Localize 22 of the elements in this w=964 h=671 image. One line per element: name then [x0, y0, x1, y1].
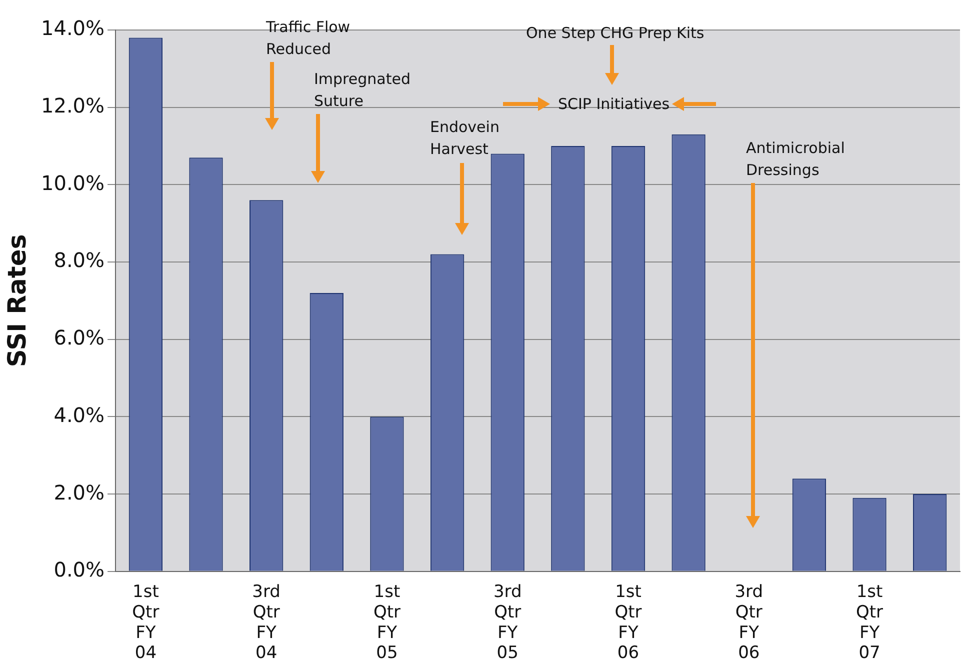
annotation: Traffic Flow Reduced: [266, 17, 352, 60]
y-tick-label: 10.0%: [40, 170, 105, 195]
y-axis-title: SSI Rates: [2, 234, 32, 368]
x-tick-label: 3rd Qtr FY 06: [734, 582, 764, 664]
x-tick-label: 3rd Qtr FY 05: [493, 582, 522, 664]
annotation: One Step CHG Prep Kits: [526, 23, 706, 44]
x-tick-label: 3rd Qtr FY 04: [252, 582, 280, 664]
annotation: Antimicrobial Dressings: [746, 138, 846, 181]
y-tick-label: 0.0%: [54, 558, 105, 582]
annotation: Impregnated Suture: [314, 69, 412, 112]
x-tick-label: 1st Qtr FY 05: [373, 582, 400, 664]
x-tick-label: 1st Qtr FY 04: [132, 582, 160, 664]
y-tick-label: 2.0%: [54, 480, 105, 504]
y-tick-label: 4.0%: [54, 402, 105, 427]
y-tick-label: 8.0%: [54, 248, 105, 272]
x-tick-label: 1st Qtr FY 06: [614, 582, 642, 664]
y-tick-label: 14.0%: [40, 16, 105, 40]
annotation: Endovein Harvest: [430, 117, 500, 160]
y-tick-label: 12.0%: [40, 94, 105, 118]
x-tick-label: 1st Qtr FY 07: [856, 582, 884, 664]
y-tick-label: 6.0%: [54, 326, 105, 350]
annotation: SCIP Initiatives: [558, 94, 671, 115]
